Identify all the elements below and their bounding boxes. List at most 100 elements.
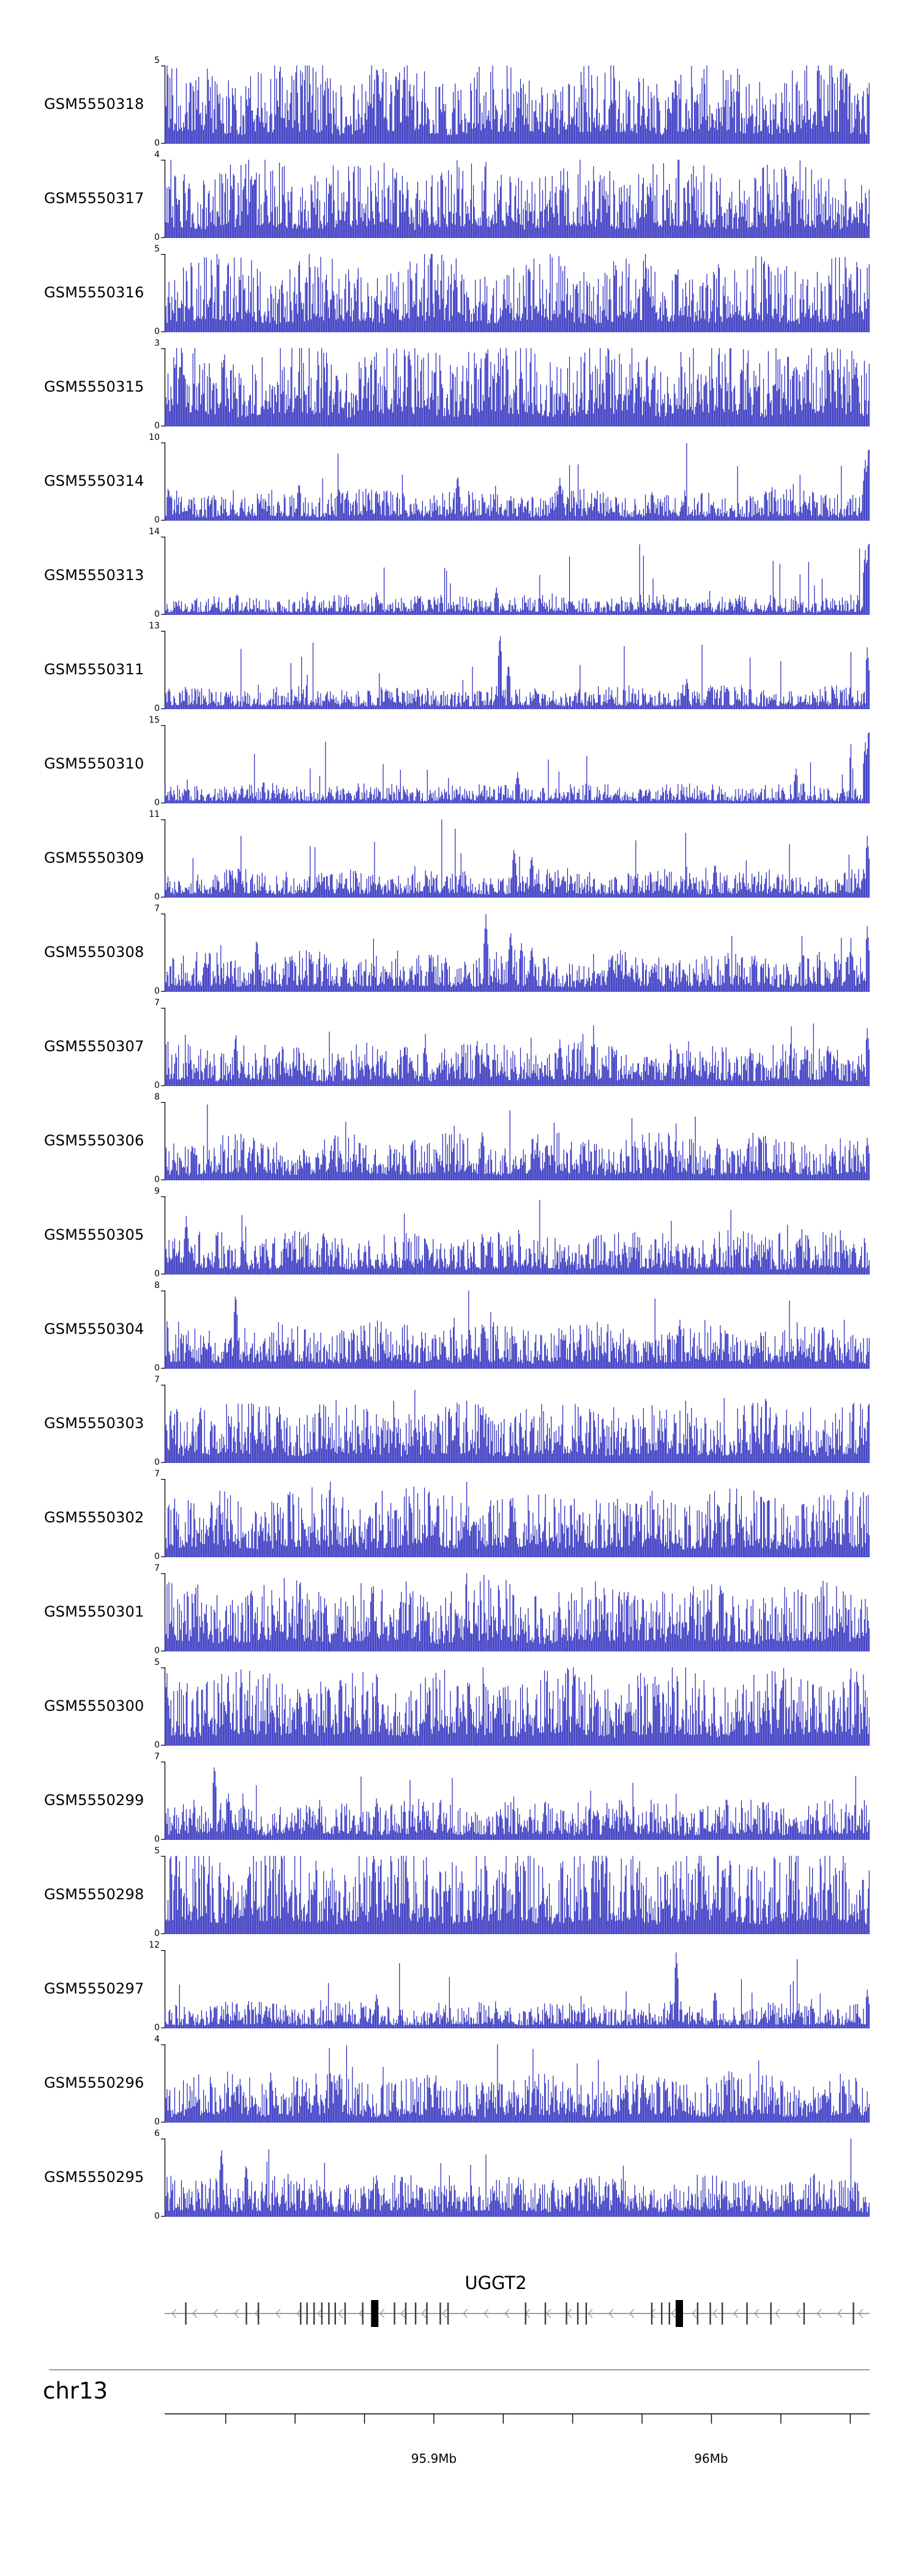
y-axis-max-label: 8 <box>154 1092 160 1102</box>
ruler-line-and-ticks <box>165 2413 870 2424</box>
signal-bars <box>165 254 870 332</box>
signal-plot <box>161 65 870 144</box>
signal-bars <box>165 1390 870 1463</box>
y-axis-zero-label: 0 <box>154 1363 160 1373</box>
y-axis <box>161 1762 166 1840</box>
separator-line <box>49 2369 870 2370</box>
signal-plot <box>161 1573 870 1651</box>
signal-track-row: GSM5550299 7 0 <box>0 1752 918 1856</box>
signal-plot <box>161 1385 870 1463</box>
signal-track-row: GSM5550309 11 0 <box>0 810 918 914</box>
track-sample-label: GSM5550305 <box>44 1226 144 1243</box>
signal-track-row: GSM5550307 7 0 <box>0 998 918 1102</box>
track-sample-label: GSM5550304 <box>44 1320 144 1338</box>
y-axis-zero-label: 0 <box>154 609 160 619</box>
signal-track-row: GSM5550305 9 0 <box>0 1186 918 1290</box>
y-axis-max-label: 13 <box>149 621 160 631</box>
y-axis <box>161 160 166 238</box>
y-axis-zero-label: 0 <box>154 1552 160 1562</box>
signal-track-row: GSM5550296 4 0 <box>0 2034 918 2139</box>
y-axis-max-label: 15 <box>149 715 160 725</box>
y-axis <box>161 537 166 615</box>
signal-bars <box>165 443 870 521</box>
y-axis <box>161 65 166 144</box>
signal-track-row: GSM5550297 12 0 <box>0 1940 918 2044</box>
signal-track-row: GSM5550316 5 0 <box>0 244 918 348</box>
signal-plot <box>161 254 870 332</box>
y-axis-max-label: 6 <box>154 2129 160 2139</box>
y-axis-zero-label: 0 <box>154 2211 160 2221</box>
signal-plot <box>161 2044 870 2123</box>
y-axis-zero-label: 0 <box>154 327 160 337</box>
y-axis-zero-label: 0 <box>154 986 160 996</box>
track-sample-label: GSM5550306 <box>44 1132 144 1149</box>
signal-plot <box>161 1290 870 1369</box>
signal-bars <box>165 1104 870 1180</box>
signal-bars <box>165 914 870 992</box>
y-axis <box>161 1950 166 2028</box>
y-axis-zero-label: 0 <box>154 798 160 808</box>
y-axis <box>161 1008 166 1086</box>
signal-bars <box>165 2139 870 2217</box>
y-axis-max-label: 5 <box>154 244 160 254</box>
y-axis-zero-label: 0 <box>154 2117 160 2127</box>
signal-track-row: GSM5550302 7 0 <box>0 1469 918 1573</box>
y-axis <box>161 1667 166 1746</box>
track-sample-label: GSM5550318 <box>44 95 144 113</box>
y-axis-zero-label: 0 <box>154 1929 160 1938</box>
signal-bars <box>165 1667 870 1746</box>
y-axis-max-label: 7 <box>154 1375 160 1385</box>
y-axis-max-label: 7 <box>154 1563 160 1573</box>
signal-plot <box>161 725 870 803</box>
y-axis <box>161 1290 166 1369</box>
signal-track-row: GSM5550313 14 0 <box>0 527 918 631</box>
y-axis-max-label: 7 <box>154 998 160 1008</box>
y-axis <box>161 1102 166 1180</box>
signal-plot <box>161 1196 870 1275</box>
signal-bars <box>165 348 870 426</box>
y-axis-zero-label: 0 <box>154 421 160 431</box>
signal-track-row: GSM5550317 4 0 <box>0 150 918 254</box>
y-axis-max-label: 5 <box>154 1658 160 1667</box>
y-axis-max-label: 14 <box>149 527 160 537</box>
signal-bars <box>165 1573 870 1651</box>
track-sample-label: GSM5550297 <box>44 1980 144 1997</box>
signal-plot <box>161 160 870 238</box>
y-axis-zero-label: 0 <box>154 138 160 148</box>
signal-track-row: GSM5550304 8 0 <box>0 1281 918 1385</box>
ruler-tick-label: 95.9Mb <box>411 2451 457 2466</box>
track-sample-label: GSM5550302 <box>44 1509 144 1526</box>
y-axis-zero-label: 0 <box>154 515 160 525</box>
y-axis <box>161 914 166 992</box>
signal-plot <box>161 1762 870 1840</box>
signal-plot <box>161 819 870 898</box>
track-sample-label: GSM5550303 <box>44 1415 144 1432</box>
signal-bars <box>165 819 870 898</box>
signal-plot <box>161 1102 870 1180</box>
signal-plot <box>161 631 870 709</box>
track-sample-label: GSM5550315 <box>44 378 144 395</box>
y-axis <box>161 819 166 898</box>
exon-marks <box>185 2302 854 2325</box>
signal-bars <box>165 1023 870 1086</box>
y-axis-zero-label: 0 <box>154 892 160 902</box>
y-axis-max-label: 7 <box>154 1752 160 1762</box>
signal-plot <box>161 1950 870 2028</box>
track-sample-label: GSM5550314 <box>44 472 144 490</box>
track-sample-label: GSM5550299 <box>44 1792 144 1809</box>
y-axis-max-label: 7 <box>154 1469 160 1479</box>
y-axis-max-label: 5 <box>154 1846 160 1856</box>
signal-bars <box>165 1952 870 2028</box>
chromosome-label: chr13 <box>43 2378 108 2404</box>
signal-bars <box>165 543 870 615</box>
signal-track-row: GSM5550314 10 0 <box>0 433 918 537</box>
signal-plot <box>161 348 870 426</box>
signal-track-row: GSM5550298 5 0 <box>0 1846 918 1950</box>
signal-plot <box>161 1667 870 1746</box>
track-sample-label: GSM5550308 <box>44 944 144 961</box>
y-axis <box>161 2044 166 2123</box>
y-axis-max-label: 9 <box>154 1186 160 1196</box>
signal-plot <box>161 537 870 615</box>
y-axis-zero-label: 0 <box>154 1457 160 1467</box>
exon-block <box>676 2300 683 2327</box>
